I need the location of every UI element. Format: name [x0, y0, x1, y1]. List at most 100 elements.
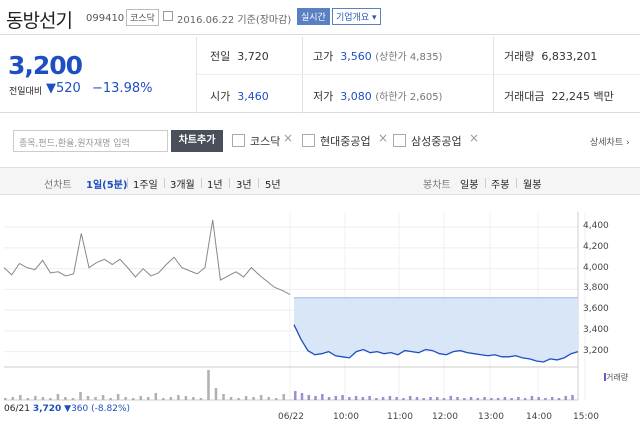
- volume-bar: [334, 396, 338, 400]
- prev-close-value: 3,720: [237, 50, 269, 63]
- volume-bar: [456, 397, 459, 400]
- change-label: 전일대비: [9, 87, 43, 97]
- trade-value-unit: 백만: [593, 90, 614, 103]
- volume-bar: [131, 398, 135, 400]
- volume-bar: [199, 398, 203, 400]
- corp-info-dropdown[interactable]: 기업개요 ▾: [332, 8, 381, 25]
- y-tick-label: 4,000: [583, 262, 609, 273]
- current-price: 3,200: [8, 51, 83, 80]
- close-icon[interactable]: ×: [469, 131, 480, 145]
- detail-chart-link[interactable]: 상세차트 ›: [590, 138, 630, 148]
- volume-bar: [19, 395, 22, 400]
- volume-bar: [550, 397, 554, 400]
- volume-bar: [395, 397, 398, 400]
- divider: [229, 178, 230, 188]
- volume-bar: [214, 388, 218, 400]
- volume-bar: [341, 395, 344, 400]
- compare-checkbox[interactable]: [393, 134, 406, 147]
- volume-bar: [490, 398, 493, 400]
- tab-1day[interactable]: 1일(5분): [86, 180, 128, 191]
- volume-bar: [564, 396, 567, 400]
- volume-bar: [294, 391, 297, 400]
- tab-weekly[interactable]: 주봉: [491, 180, 510, 191]
- x-tick-label: 14:00: [526, 412, 552, 422]
- volume-bar: [169, 397, 173, 400]
- tab-5year[interactable]: 5년: [265, 180, 281, 191]
- volume-bar: [56, 394, 60, 400]
- x-tick-label: 15:00: [573, 412, 599, 422]
- volume-bar: [86, 396, 90, 400]
- compare-search-input[interactable]: 종목,펀드,환율,원자재명 입력: [13, 130, 168, 152]
- volume-legend-swatch: [604, 373, 606, 381]
- volume-bar: [381, 397, 385, 400]
- high-value: 3,560: [340, 50, 372, 63]
- candle-chart-label: 봉차트: [423, 180, 451, 191]
- volume-bar: [544, 398, 547, 400]
- volume-bar: [375, 398, 378, 400]
- y-tick-label: 3,400: [583, 324, 609, 335]
- low-value: 3,080: [340, 90, 372, 103]
- prev-close-label: 전일: [210, 50, 231, 63]
- realtime-button[interactable]: 실시간: [297, 8, 330, 25]
- volume-bar: [252, 397, 255, 400]
- trade-value-quote: 거래대금 22,245 백만: [504, 88, 614, 104]
- tab-1year[interactable]: 1년: [207, 180, 223, 191]
- volume-bar: [267, 397, 270, 400]
- divider: [258, 178, 259, 188]
- tab-3month[interactable]: 3개월: [170, 180, 195, 191]
- tab-1week[interactable]: 1주일: [133, 180, 158, 191]
- compare-checkbox[interactable]: [302, 134, 315, 147]
- volume-bar: [49, 398, 52, 400]
- compare-item-label: 현대중공업: [320, 135, 371, 148]
- volume-bar: [496, 398, 500, 400]
- volume-bar: [517, 397, 520, 400]
- compare-checkbox[interactable]: [232, 134, 245, 147]
- trade-value: 22,245: [551, 90, 590, 103]
- volume-bar: [229, 397, 233, 400]
- volume-bar: [79, 392, 82, 400]
- volume-bar: [94, 397, 97, 400]
- divider: [485, 178, 486, 188]
- volume-bar: [449, 396, 453, 400]
- volume-bar: [415, 397, 419, 400]
- volume-bar: [116, 394, 120, 400]
- divider: [127, 178, 128, 188]
- open-value: 3,460: [237, 90, 269, 103]
- high-quote: 고가 3,560 (상한가 4,835): [313, 48, 442, 64]
- volume-bar: [192, 397, 195, 400]
- footer-close: 3,720: [32, 404, 62, 414]
- divider: [493, 37, 494, 113]
- close-icon[interactable]: ×: [378, 131, 389, 145]
- market-badge: 코스닥: [126, 9, 159, 26]
- tab-monthly[interactable]: 월봉: [523, 180, 542, 191]
- y-tick-label: 4,400: [583, 221, 609, 232]
- tab-daily[interactable]: 일봉: [460, 180, 479, 191]
- volume-bar: [64, 397, 67, 400]
- volume-bar: [11, 397, 15, 400]
- footer-change: ▼360: [64, 404, 89, 414]
- volume-bar: [274, 398, 278, 400]
- close-icon[interactable]: ×: [283, 131, 294, 145]
- volume-bar: [237, 398, 240, 400]
- high-label: 고가: [313, 50, 334, 63]
- volume-bar: [436, 397, 439, 400]
- add-chart-button[interactable]: 차트추가: [171, 130, 223, 152]
- volume-bar: [510, 398, 513, 400]
- volume-bar: [368, 396, 371, 400]
- change-percent: −13.98%: [92, 81, 153, 96]
- volume-bar: [314, 396, 317, 400]
- y-tick-label: 3,200: [583, 345, 609, 356]
- volume-bar: [348, 397, 351, 400]
- volume-label: 거래량: [504, 50, 535, 63]
- volume-bar: [463, 398, 466, 400]
- line-chart-label: 선차트: [44, 180, 72, 191]
- compare-item-label: 코스닥: [250, 135, 281, 148]
- volume-quote: 거래량 6,833,201: [504, 48, 597, 64]
- volume-bar: [321, 394, 324, 400]
- tab-3year[interactable]: 3년: [236, 180, 252, 191]
- today-line: [293, 324, 579, 363]
- volume-bar: [307, 395, 311, 400]
- divider: [196, 37, 197, 113]
- change-amount: ▼520: [46, 81, 81, 96]
- volume-bar: [469, 397, 473, 400]
